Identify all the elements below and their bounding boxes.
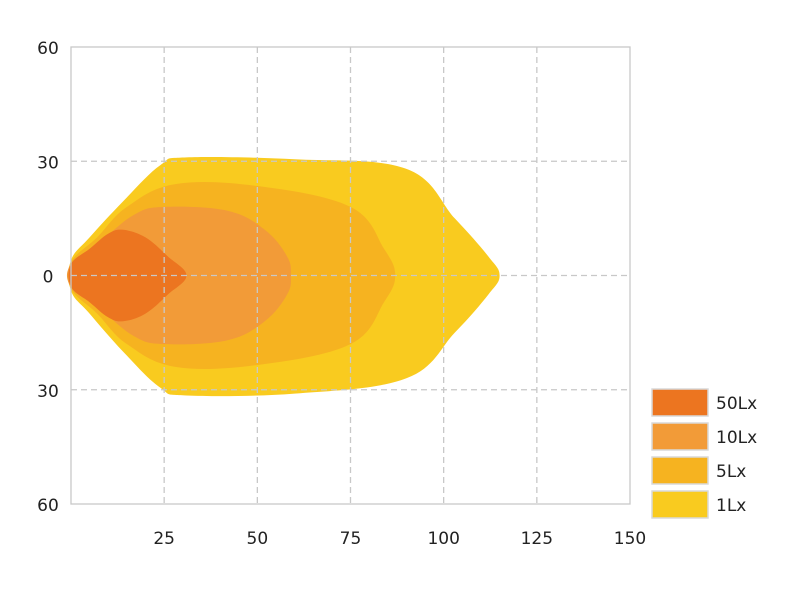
legend-label-10lx: 10Lx <box>716 428 757 448</box>
x-tick-label: 75 <box>340 529 362 549</box>
legend: 50Lx 10Lx 5Lx 1Lx <box>651 388 757 519</box>
plot-frame <box>70 46 631 505</box>
grid-lines <box>71 47 630 504</box>
legend-label-5lx: 5Lx <box>716 462 746 482</box>
y-tick-label: 30 <box>37 382 59 402</box>
y-tick-label: 30 <box>37 153 59 173</box>
legend-swatch-1lx <box>651 490 709 519</box>
x-tick-label: 100 <box>427 529 459 549</box>
legend-label-50lx: 50Lx <box>716 394 757 414</box>
contour-areas <box>66 156 500 397</box>
x-tick-label: 150 <box>614 529 646 549</box>
x-tick-label: 125 <box>521 529 553 549</box>
legend-swatch-10lx <box>651 422 709 451</box>
y-tick-label: 60 <box>37 39 59 59</box>
contour-area-50lx <box>68 229 187 322</box>
legend-swatch-50lx <box>651 388 709 417</box>
y-tick-label: 0 <box>43 268 54 288</box>
y-tick-label: 60 <box>37 496 59 516</box>
x-tick-label: 50 <box>247 529 269 549</box>
legend-label-1lx: 1Lx <box>716 496 746 516</box>
x-axis-tick-labels: 25 50 75 100 125 150 <box>153 529 646 549</box>
legend-swatch-5lx <box>651 456 709 485</box>
x-tick-label: 25 <box>153 529 175 549</box>
y-axis-tick-labels: 60 30 0 30 60 <box>37 39 59 516</box>
